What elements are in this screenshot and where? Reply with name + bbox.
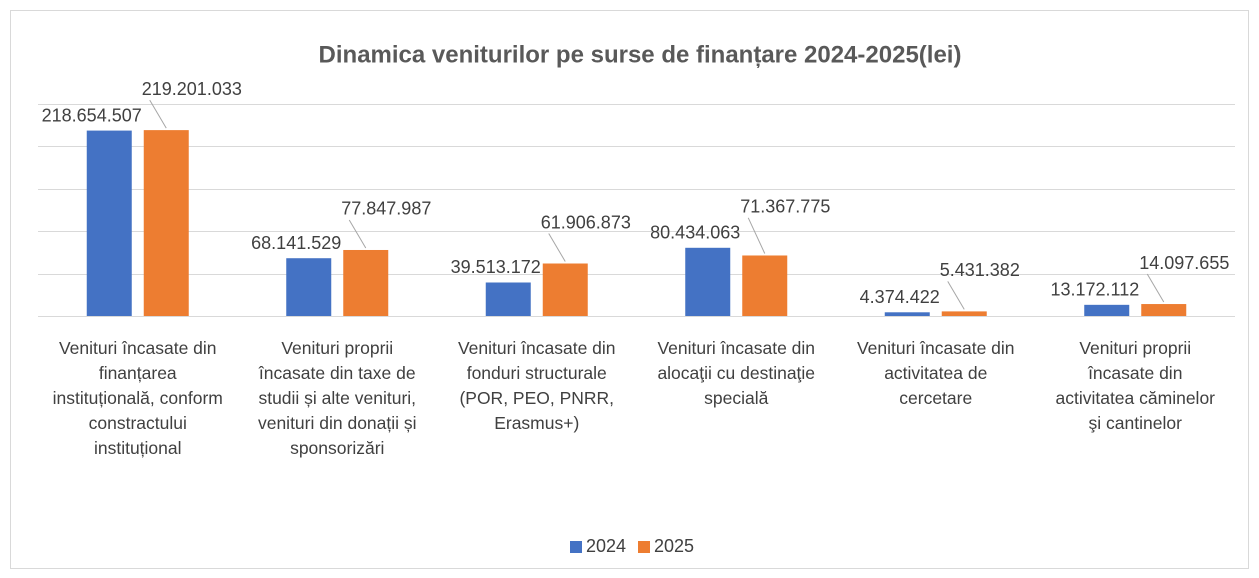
bar xyxy=(941,311,987,316)
data-label: 5.431.382 xyxy=(940,260,1020,280)
bar xyxy=(884,312,930,316)
legend-label: 2024 xyxy=(586,536,626,556)
chart-border xyxy=(10,10,1249,569)
bar xyxy=(286,258,332,316)
bar xyxy=(86,130,132,316)
data-label: 218.654.507 xyxy=(42,105,142,125)
leader-line xyxy=(149,99,167,129)
legend-swatch xyxy=(638,541,650,553)
leader-line xyxy=(947,281,965,310)
bar xyxy=(485,282,531,316)
legend-swatch xyxy=(570,541,582,553)
bar xyxy=(1084,304,1130,316)
bar xyxy=(685,247,731,316)
data-label: 13.172.112 xyxy=(1050,280,1139,300)
data-label: 71.367.775 xyxy=(740,197,830,217)
data-label: 61.906.873 xyxy=(541,212,631,232)
data-label: 4.374.422 xyxy=(860,287,940,307)
leader-line xyxy=(1146,273,1165,303)
data-label: 39.513.172 xyxy=(451,257,541,277)
x-tick-label: Venituri încasate din finanțarea institu… xyxy=(52,338,223,458)
bar xyxy=(742,255,788,316)
x-tick-label: Venituri încasate din fonduri structural… xyxy=(457,338,616,433)
bar xyxy=(1141,304,1187,316)
data-label: 77.847.987 xyxy=(341,199,431,219)
leader-line xyxy=(548,233,566,262)
data-label: 14.097.655 xyxy=(1139,253,1229,273)
leader-line xyxy=(348,219,367,249)
x-tick-label: Venituri proprii încasate din activitate… xyxy=(1055,338,1216,433)
data-label: 219.201.033 xyxy=(142,79,242,99)
legend-label: 2025 xyxy=(654,536,694,556)
x-tick-label: Venituri încasate din activitatea de cer… xyxy=(856,338,1015,408)
chart-title: Dinamica veniturilor pe surse de finanța… xyxy=(319,41,962,68)
x-tick-label: Venituri încasate din alocaţii cu destin… xyxy=(657,338,816,408)
leader-line xyxy=(747,217,766,254)
data-label: 80.434.063 xyxy=(650,223,740,243)
bar xyxy=(143,130,189,316)
x-tick-label: Venituri proprii încasate din taxe de st… xyxy=(257,338,417,458)
bar xyxy=(343,249,389,316)
bar xyxy=(542,263,588,316)
data-label: 68.141.529 xyxy=(251,233,341,253)
